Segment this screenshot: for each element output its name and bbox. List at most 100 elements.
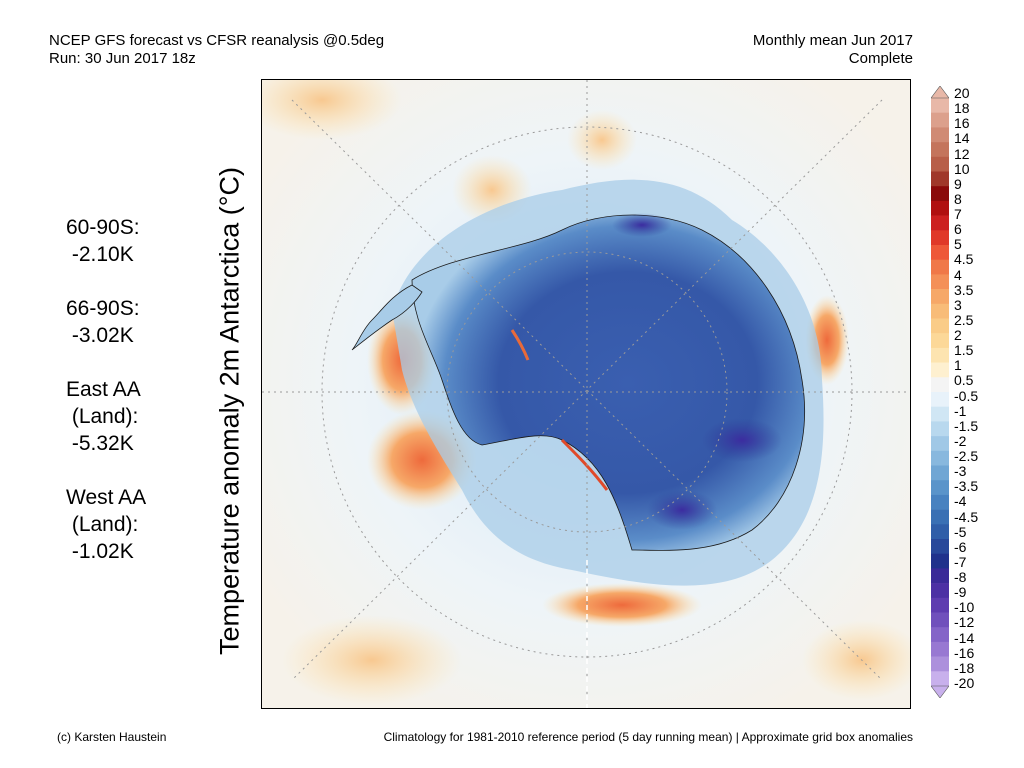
- colorbar-tick-label: -1: [954, 402, 967, 419]
- colorbar-swatch: [931, 509, 949, 525]
- colorbar-tick-label: -4.5: [954, 508, 979, 525]
- colorbar-tick-label: 18: [954, 100, 970, 117]
- stat-value: -3.02K: [66, 324, 134, 347]
- colorbar-tick-label: -12: [954, 614, 975, 631]
- colorbar-swatch: [931, 583, 949, 599]
- antarctic-peninsula: [351, 284, 423, 351]
- colorbar-swatch: [931, 98, 949, 113]
- colorbar-swatch: [931, 186, 949, 202]
- colorbar-swatch: [931, 494, 949, 510]
- stat-label: East AA: [66, 378, 141, 401]
- antarctica-continent: [411, 214, 805, 551]
- colorbar-swatch: [931, 627, 949, 643]
- colorbar-swatch: [931, 406, 949, 422]
- chart-header-left: NCEP GFS forecast vs CFSR reanalysis @0.…: [49, 32, 384, 68]
- colorbar-tick-label: -9: [954, 584, 967, 601]
- colorbar-swatch: [931, 215, 949, 231]
- stat-block: East AA (Land): -5.32K: [66, 376, 146, 457]
- colorbar-swatch: [931, 392, 949, 407]
- colorbar-tick-label: -8: [954, 569, 967, 586]
- cold-anomaly-core: [612, 213, 672, 237]
- colorbar-tick-label: -2: [954, 432, 967, 449]
- colorbar-tick-label: 14: [954, 130, 970, 147]
- colorbar-tick-label: -3.5: [954, 478, 979, 495]
- cold-anomaly-core: [647, 490, 717, 530]
- colorbar-swatch: [931, 230, 949, 246]
- colorbar-swatch: [931, 200, 949, 216]
- warm-coastal-streak: [560, 438, 609, 491]
- period-line: Monthly mean Jun 2017: [752, 32, 913, 49]
- colorbar-tick-label: 20: [954, 85, 970, 101]
- stat-value: -2.10K: [66, 243, 134, 266]
- y-axis-label-wrap: Temperature anomaly 2m Antarctica (°C): [205, 148, 255, 673]
- credit-text: (c) Karsten Haustein: [57, 730, 167, 744]
- y-axis-label: Temperature anomaly 2m Antarctica (°C): [214, 166, 245, 655]
- colorbar-tick-label: 8: [954, 190, 962, 207]
- colorbar-swatch: [931, 112, 949, 128]
- colorbar-swatch: [931, 450, 949, 466]
- colorbar-tick-label: -10: [954, 599, 975, 616]
- pale-warm-patch: [262, 80, 402, 140]
- colorbar-swatch: [931, 127, 949, 143]
- colorbar-swatch: [931, 568, 949, 584]
- colorbar-tick-label: 1: [954, 357, 962, 374]
- colorbar-swatch: [931, 156, 949, 172]
- chart-header-right: Monthly mean Jun 2017 Complete: [753, 32, 913, 68]
- colorbar-swatch: [931, 347, 949, 363]
- colorbar-tick-label: 3: [954, 296, 962, 313]
- colorbar-bottom-arrow: [931, 685, 949, 698]
- climatology-note: Climatology for 1981-2010 reference peri…: [383, 730, 913, 744]
- colorbar-tick-label: 16: [954, 115, 970, 132]
- stat-sublabel: (Land):: [66, 513, 139, 536]
- colorbar-tick-label: 3.5: [954, 281, 974, 298]
- colorbar-tick-label: 2: [954, 327, 962, 344]
- colorbar-tick-label: 1.5: [954, 342, 974, 359]
- colorbar-tick-label: 4.5: [954, 251, 974, 268]
- stat-block: 66-90S: -3.02K: [66, 295, 146, 349]
- colorbar-tick-label: -4: [954, 493, 967, 510]
- stat-value: -1.02K: [66, 540, 134, 563]
- colorbar-swatch: [931, 597, 949, 613]
- colorbar-swatch: [931, 142, 949, 158]
- run-line: Run: 30 Jun 2017 18z: [49, 50, 196, 67]
- anomaly-map: [261, 79, 911, 709]
- colorbar-swatch: [931, 274, 949, 290]
- pale-warm-patch: [802, 620, 910, 700]
- colorbar-tick-label: 2.5: [954, 311, 974, 328]
- colorbar-swatch: [931, 465, 949, 481]
- colorbar-swatch: [931, 171, 949, 187]
- title-line: NCEP GFS forecast vs CFSR reanalysis @0.…: [49, 32, 385, 49]
- colorbar-swatch: [931, 303, 949, 319]
- colorbar-tick-label: -16: [954, 644, 975, 661]
- colorbar-tick-label: -0.5: [954, 387, 979, 404]
- colorbar-swatch: [931, 421, 949, 437]
- colorbar-swatch: [931, 333, 949, 349]
- stat-block: West AA (Land): -1.02K: [66, 484, 146, 565]
- colorbar-swatch: [931, 539, 949, 554]
- warm-coastal-streak: [510, 329, 530, 361]
- colorbar-tick-label: 9: [954, 175, 962, 192]
- colorbar-tick-label: -20: [954, 675, 975, 691]
- colorbar-swatch: [931, 259, 949, 275]
- colorbar-tick-label: -6: [954, 538, 967, 555]
- stat-value: -5.32K: [66, 432, 134, 455]
- colorbar-top-arrow: [931, 86, 949, 99]
- colorbar-swatch: [931, 377, 949, 393]
- antarctica-map-svg: [262, 80, 910, 708]
- pale-warm-patch: [282, 615, 462, 705]
- stat-block: 60-90S: -2.10K: [66, 214, 146, 268]
- stat-label: 66-90S:: [66, 297, 140, 320]
- colorbar-swatch: [931, 289, 949, 305]
- colorbar: [931, 86, 949, 698]
- colorbar-swatch: [931, 656, 949, 672]
- stats-panel: 60-90S: -2.10K 66-90S: -3.02K East AA (L…: [66, 214, 146, 592]
- colorbar-tick-label: 7: [954, 206, 962, 223]
- colorbar-swatch: [931, 671, 949, 687]
- colorbar-swatch: [931, 245, 949, 260]
- colorbar-swatch: [931, 436, 949, 452]
- colorbar-swatch: [931, 612, 949, 628]
- colorbar-tick-label: -14: [954, 629, 975, 646]
- colorbar-tick-label: -5: [954, 523, 967, 540]
- colorbar-tick-label: 6: [954, 221, 962, 238]
- colorbar-swatch: [931, 641, 949, 657]
